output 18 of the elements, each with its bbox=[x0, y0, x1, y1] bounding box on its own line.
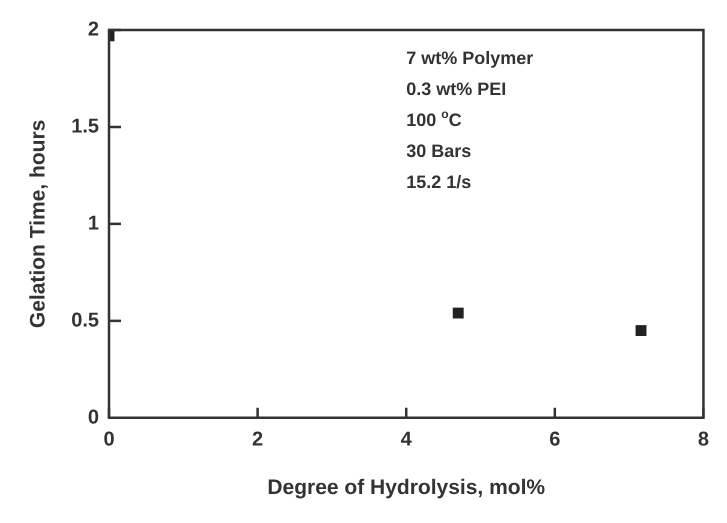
x-tick-label: 4 bbox=[400, 428, 413, 450]
x-tick-label: 2 bbox=[252, 428, 264, 450]
annotation: 0.3 wt% PEI bbox=[406, 79, 506, 99]
annotation: 30 Bars bbox=[406, 141, 472, 161]
x-tick-label: 0 bbox=[103, 428, 115, 450]
annotation: 7 wt% Polymer bbox=[406, 48, 534, 68]
annotation: 15.2 1/s bbox=[406, 172, 472, 192]
y-tick-label: 2 bbox=[88, 18, 100, 41]
point bbox=[452, 308, 464, 319]
x-tick-label: 8 bbox=[698, 428, 709, 450]
y-tick-label: 0.5 bbox=[71, 309, 100, 332]
y-axis-title: Gelation Time, hours bbox=[26, 120, 50, 328]
x-axis-title: Degree of Hydrolysis, mol% bbox=[267, 476, 546, 500]
point bbox=[636, 325, 646, 336]
x-tick-label: 6 bbox=[549, 428, 560, 450]
y-tick-label: 1 bbox=[88, 212, 100, 234]
y-tick-label: 1.5 bbox=[71, 115, 100, 138]
y-tick-label: 0 bbox=[88, 406, 100, 428]
